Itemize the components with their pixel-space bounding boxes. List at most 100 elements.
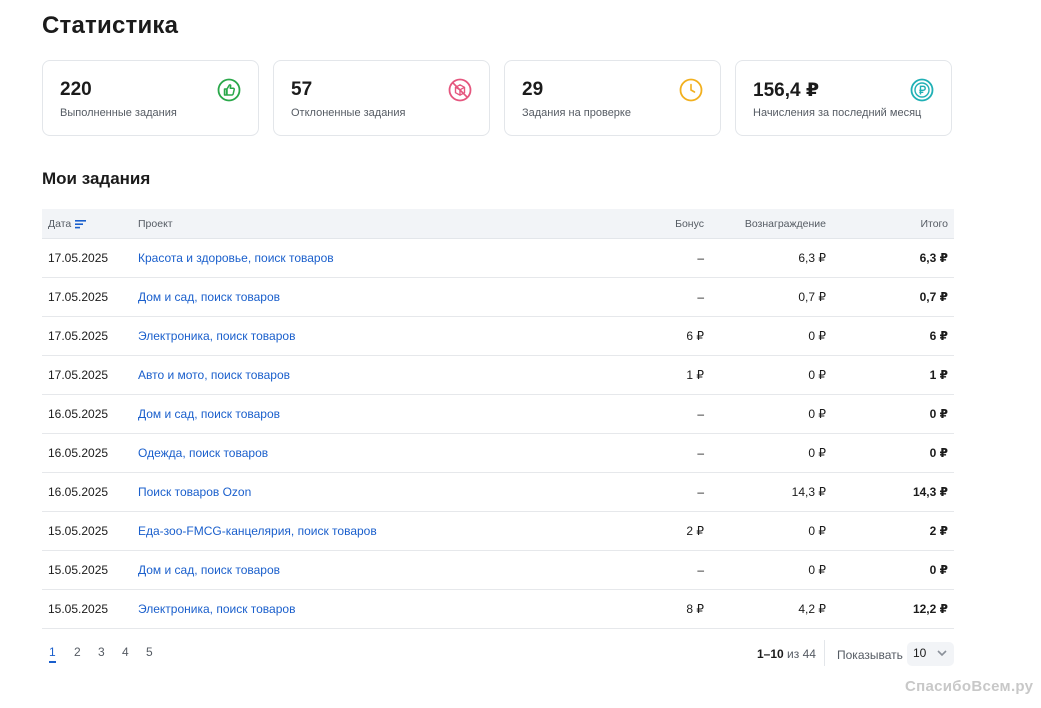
table-row: 15.05.2025 Электроника, поиск товаров 8 … [42, 589, 954, 629]
page-link-4[interactable]: 4 [122, 645, 129, 659]
cell-total: 0 ₽ [832, 394, 954, 434]
cell-total: 14,3 ₽ [832, 472, 954, 512]
cell-project: Поиск товаров Ozon [132, 472, 552, 512]
page-size-label: Показывать [837, 648, 903, 662]
table-row: 15.05.2025 Дом и сад, поиск товаров – 0 … [42, 550, 954, 590]
page-link-1[interactable]: 1 [49, 645, 56, 663]
cell-project: Дом и сад, поиск товаров [132, 394, 552, 434]
stats-cards: 220 Выполненные задания 57 Отклоненные з… [42, 60, 954, 138]
column-header-total: Итого [832, 209, 954, 239]
cell-project: Красота и здоровье, поиск товаров [132, 238, 552, 278]
stat-value: 57 [291, 79, 313, 100]
cell-date: 17.05.2025 [42, 316, 132, 356]
cell-total: 0 ₽ [832, 433, 954, 473]
stat-label: Начисления за последний месяц [753, 107, 922, 119]
table-row: 17.05.2025 Дом и сад, поиск товаров – 0,… [42, 277, 954, 317]
cell-reward: 6,3 ₽ [710, 238, 832, 278]
cell-bonus: – [552, 472, 710, 512]
range-value: 1–10 [757, 647, 784, 661]
stat-value: 156,4 ₽ [753, 80, 820, 101]
table-row: 16.05.2025 Поиск товаров Ozon – 14,3 ₽ 1… [42, 472, 954, 512]
cell-bonus: – [552, 238, 710, 278]
project-link[interactable]: Еда-зоо-FMCG-канцелярия, поиск товаров [138, 524, 377, 538]
table-row: 16.05.2025 Дом и сад, поиск товаров – 0 … [42, 394, 954, 434]
table-row: 17.05.2025 Электроника, поиск товаров 6 … [42, 316, 954, 356]
cell-total: 0,7 ₽ [832, 277, 954, 317]
page-size-select[interactable]: 10 [907, 642, 954, 666]
column-header-reward: Вознаграждение [710, 209, 832, 239]
cell-project: Дом и сад, поиск товаров [132, 277, 552, 317]
cell-reward: 0,7 ₽ [710, 277, 832, 317]
stat-card-completed: 220 Выполненные задания [42, 60, 259, 136]
cell-project: Дом и сад, поиск товаров [132, 550, 552, 590]
cell-total: 6 ₽ [832, 316, 954, 356]
stat-card-rejected: 57 Отклоненные задания [273, 60, 490, 136]
cell-total: 0 ₽ [832, 550, 954, 590]
stat-label: Выполненные задания [60, 107, 177, 119]
project-link[interactable]: Красота и здоровье, поиск товаров [138, 251, 334, 265]
stat-card-review: 29 Задания на проверке [504, 60, 721, 136]
stat-value: 220 [60, 79, 92, 100]
project-link[interactable]: Дом и сад, поиск товаров [138, 290, 281, 304]
column-header-project: Проект [132, 209, 552, 239]
page-link-2[interactable]: 2 [74, 645, 81, 659]
divider [824, 640, 825, 666]
table-row: 17.05.2025 Авто и мото, поиск товаров 1 … [42, 355, 954, 395]
cell-bonus: – [552, 550, 710, 590]
table-header-row: Дата Проект Бонус Вознаграждение Итого [42, 209, 954, 239]
cell-date: 17.05.2025 [42, 355, 132, 395]
cell-date: 17.05.2025 [42, 277, 132, 317]
cell-total: 6,3 ₽ [832, 238, 954, 278]
cell-date: 16.05.2025 [42, 472, 132, 512]
stat-card-earnings: 156,4 ₽ Начисления за последний месяц [735, 60, 952, 136]
cell-bonus: 8 ₽ [552, 589, 710, 629]
page-title: Статистика [42, 12, 179, 39]
cell-bonus: – [552, 394, 710, 434]
column-header-bonus: Бонус [552, 209, 710, 239]
cell-total: 12,2 ₽ [832, 589, 954, 629]
cell-bonus: 1 ₽ [552, 355, 710, 395]
range-total: из 44 [787, 647, 816, 661]
cell-reward: 14,3 ₽ [710, 472, 832, 512]
cell-reward: 0 ₽ [710, 394, 832, 434]
table-row: 16.05.2025 Одежда, поиск товаров – 0 ₽ 0… [42, 433, 954, 473]
cell-bonus: – [552, 277, 710, 317]
project-link[interactable]: Поиск товаров Ozon [138, 485, 252, 499]
sort-icon[interactable] [75, 219, 87, 229]
stat-label: Задания на проверке [522, 107, 631, 119]
cell-date: 17.05.2025 [42, 238, 132, 278]
cell-date: 16.05.2025 [42, 433, 132, 473]
table-row: 15.05.2025 Еда-зоо-FMCG-канцелярия, поис… [42, 511, 954, 551]
cell-reward: 0 ₽ [710, 433, 832, 473]
watermark: СпасибоВсем.ру [905, 678, 1034, 695]
stat-value: 29 [522, 79, 544, 100]
cell-reward: 0 ₽ [710, 550, 832, 590]
project-link[interactable]: Электроника, поиск товаров [138, 602, 296, 616]
cell-reward: 0 ₽ [710, 355, 832, 395]
cell-project: Электроника, поиск товаров [132, 316, 552, 356]
project-link[interactable]: Дом и сад, поиск товаров [138, 407, 281, 421]
column-header-date[interactable]: Дата [42, 209, 132, 239]
page-link-3[interactable]: 3 [98, 645, 105, 659]
cell-date: 15.05.2025 [42, 511, 132, 551]
cell-reward: 4,2 ₽ [710, 589, 832, 629]
project-link[interactable]: Одежда, поиск товаров [138, 446, 269, 460]
clock-icon [679, 78, 703, 102]
cell-bonus: 2 ₽ [552, 511, 710, 551]
cell-bonus: 6 ₽ [552, 316, 710, 356]
cell-date: 15.05.2025 [42, 589, 132, 629]
range-info: 1–10 из 44 [757, 647, 816, 661]
cell-total: 1 ₽ [832, 355, 954, 395]
chevron-down-icon [937, 650, 947, 657]
project-link[interactable]: Авто и мото, поиск товаров [138, 368, 291, 382]
cell-project: Электроника, поиск товаров [132, 589, 552, 629]
ruble-coin-icon [910, 78, 934, 102]
project-link[interactable]: Электроника, поиск товаров [138, 329, 296, 343]
table-row: 17.05.2025 Красота и здоровье, поиск тов… [42, 238, 954, 278]
cell-project: Одежда, поиск товаров [132, 433, 552, 473]
cell-project: Авто и мото, поиск товаров [132, 355, 552, 395]
cell-total: 2 ₽ [832, 511, 954, 551]
page-link-5[interactable]: 5 [146, 645, 153, 659]
thumbs-up-icon [217, 78, 241, 102]
project-link[interactable]: Дом и сад, поиск товаров [138, 563, 281, 577]
